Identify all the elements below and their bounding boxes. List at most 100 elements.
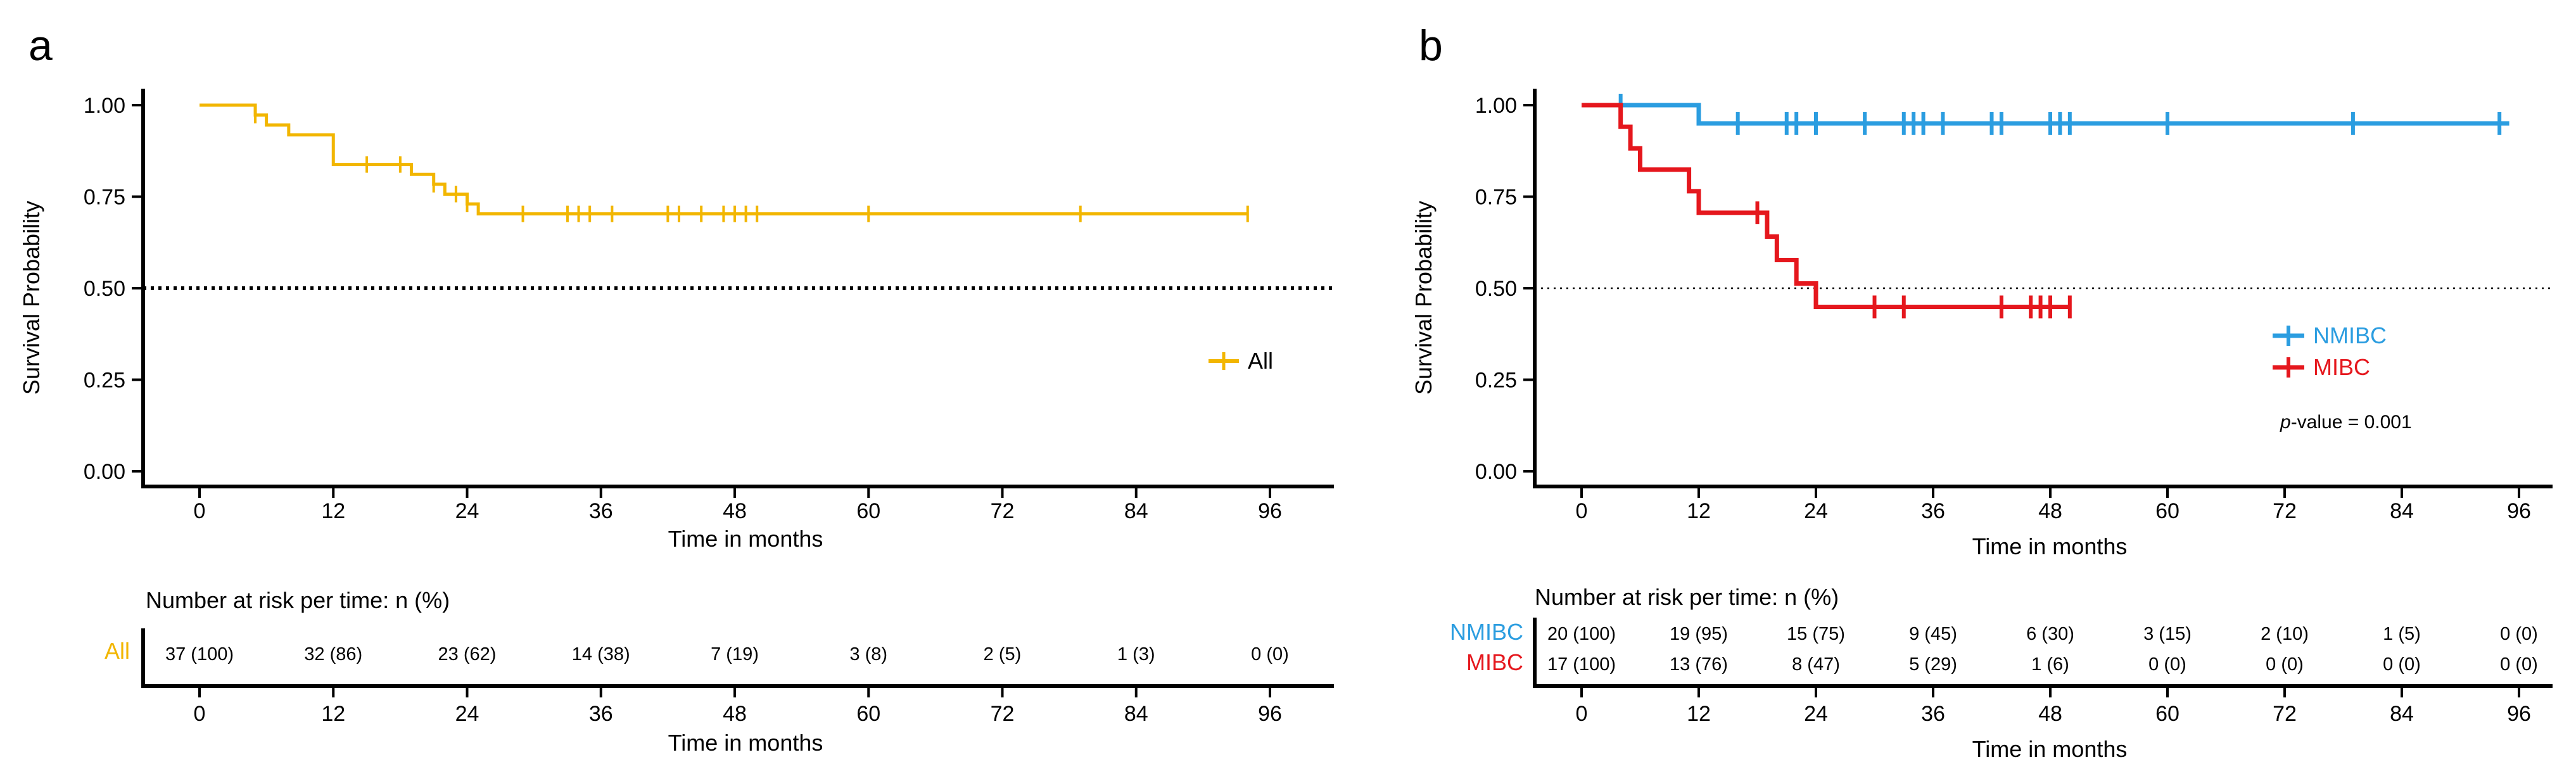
- risk-value-all: 1 (3): [1117, 644, 1155, 664]
- curves-b: [1582, 94, 2509, 319]
- risk-x-tick-label: 24: [455, 702, 479, 726]
- risk-value-nmibc: 20 (100): [1547, 624, 1616, 644]
- risk-x-tick-label: 84: [2390, 702, 2414, 726]
- risk-value-nmibc: 6 (30): [2026, 624, 2074, 644]
- y-axis-label-b: Survival Probability: [1411, 201, 1437, 395]
- risk-x-tick-label: 12: [1687, 702, 1711, 726]
- x-tick-label: 12: [1687, 499, 1711, 523]
- legend-label-nmibc: NMIBC: [2313, 322, 2387, 348]
- legend-a: All: [1209, 348, 1273, 374]
- y-tick-label: 0.75: [1475, 186, 1517, 210]
- y-tick-label: 0.50: [84, 277, 125, 301]
- x-tick-label: 84: [1124, 499, 1148, 523]
- risk-x-tick-label: 60: [2155, 702, 2179, 726]
- risk-x-tick-label: 36: [1921, 702, 1945, 726]
- risk-x-ticks-b: 0 12 24 36 48 60 72 84 96: [1576, 686, 2531, 726]
- y-tick-label: 1.00: [84, 94, 125, 118]
- x-tick-label: 72: [991, 499, 1015, 523]
- risk-value-mibc: 5 (29): [1909, 654, 1957, 675]
- p-value-italic: p: [2280, 412, 2291, 433]
- risk-value-mibc: 0 (0): [2148, 654, 2186, 675]
- x-tick-label: 12: [321, 499, 345, 523]
- x-tick-label: 96: [1258, 499, 1282, 523]
- x-axis-label-b: Time in months: [1972, 533, 2128, 559]
- risk-value-nmibc: 0 (0): [2500, 624, 2538, 644]
- x-tick-label: 60: [2155, 499, 2179, 523]
- survival-curve-mibc: [1582, 103, 2070, 309]
- risk-value-nmibc: 3 (15): [2143, 624, 2192, 644]
- x-tick-label: 96: [2507, 499, 2531, 523]
- y-tick-label: 0.00: [1475, 460, 1517, 484]
- risk-table-title-b: Number at risk per time: n (%): [1535, 584, 1839, 610]
- risk-value-all: 14 (38): [572, 644, 630, 664]
- risk-value-all: 3 (8): [849, 644, 887, 664]
- risk-table-b: Number at risk per time: n (%) NMIBC MIB…: [1450, 584, 2553, 762]
- legend-b: NMIBC MIBC: [2273, 322, 2387, 380]
- panel-letter-a: a: [29, 22, 53, 70]
- risk-x-tick-label: 72: [991, 702, 1015, 726]
- risk-value-mibc: 0 (0): [2500, 654, 2538, 675]
- y-ticks-b: 0.00 0.25 0.50 0.75 1.00: [1475, 94, 1535, 484]
- risk-value-all: 32 (86): [304, 644, 362, 664]
- risk-value-mibc: 1 (6): [2031, 654, 2069, 675]
- x-tick-label: 48: [2038, 499, 2062, 523]
- km-plot-a: Survival Probability Time in months 0.00…: [18, 89, 1334, 552]
- risk-x-tick-label: 72: [2273, 702, 2297, 726]
- risk-x-ticks-a: 0 12 24 36 48 60 72 84 96: [194, 686, 1282, 726]
- risk-x-tick-label: 12: [321, 702, 345, 726]
- curves-a: [200, 103, 1249, 222]
- risk-row-label-all: All: [105, 638, 130, 664]
- risk-x-tick-label: 60: [856, 702, 880, 726]
- x-tick-label: 0: [194, 499, 206, 523]
- risk-value-all: 23 (62): [438, 644, 497, 664]
- panel-letter-b: b: [1419, 22, 1443, 70]
- risk-x-tick-label: 0: [194, 702, 206, 726]
- risk-value-mibc: 13 (76): [1670, 654, 1728, 675]
- risk-row-label-nmibc: NMIBC: [1450, 619, 1523, 645]
- risk-value-nmibc: 19 (95): [1670, 624, 1728, 644]
- risk-value-nmibc: 2 (10): [2261, 624, 2309, 644]
- risk-x-tick-label: 48: [2038, 702, 2062, 726]
- panel-b: b Survival Probability Time in months 0.…: [1411, 22, 2553, 762]
- risk-value-mibc: 0 (0): [2266, 654, 2304, 675]
- y-tick-label: 0.00: [84, 460, 125, 484]
- risk-x-tick-label: 48: [723, 702, 747, 726]
- risk-value-mibc: 8 (47): [1792, 654, 1840, 675]
- risk-row-label-mibc: MIBC: [1466, 649, 1523, 675]
- risk-values-a: 37 (100) 32 (86) 23 (62) 14 (38) 7 (19) 3 (8)…: [165, 644, 1289, 664]
- y-tick-label: 0.75: [84, 186, 125, 210]
- x-tick-label: 84: [2390, 499, 2414, 523]
- risk-value-all: 0 (0): [1251, 644, 1289, 664]
- x-tick-label: 48: [723, 499, 747, 523]
- x-tick-label: 24: [455, 499, 479, 523]
- y-axis-label-a: Survival Probability: [18, 201, 44, 395]
- p-value-text: -value = 0.001: [2291, 412, 2412, 433]
- risk-x-axis-label-b: Time in months: [1972, 736, 2128, 762]
- x-tick-label: 24: [1804, 499, 1828, 523]
- y-ticks-a: 0.00 0.25 0.50 0.75 1.00: [84, 94, 143, 484]
- risk-value-mibc: 0 (0): [2383, 654, 2421, 675]
- x-ticks-a: 0 12 24 36 48 60 72 84 96: [194, 486, 1282, 523]
- legend-label-all: All: [1248, 348, 1273, 374]
- y-tick-label: 0.50: [1475, 277, 1517, 301]
- risk-value-all: 37 (100): [165, 644, 234, 664]
- risk-values-b: 20 (100) 19 (95) 15 (75) 9 (45) 6 (30) 3 (15)…: [1547, 624, 2538, 675]
- risk-x-tick-label: 0: [1576, 702, 1588, 726]
- risk-x-tick-label: 96: [2507, 702, 2531, 726]
- survival-curve-nmibc: [1582, 103, 2509, 126]
- km-plot-b: Survival Probability Time in months 0.00…: [1411, 89, 2553, 559]
- x-ticks-b: 0 12 24 36 48 60 72 84 96: [1576, 486, 2531, 523]
- y-tick-label: 0.25: [84, 369, 125, 393]
- legend-label-mibc: MIBC: [2313, 354, 2370, 380]
- risk-value-mibc: 17 (100): [1547, 654, 1616, 675]
- risk-value-all: 2 (5): [984, 644, 1022, 664]
- risk-table-title-a: Number at risk per time: n (%): [146, 587, 450, 613]
- x-tick-label: 60: [856, 499, 880, 523]
- risk-x-tick-label: 84: [1124, 702, 1148, 726]
- x-tick-label: 0: [1576, 499, 1588, 523]
- y-tick-label: 0.25: [1475, 369, 1517, 393]
- risk-x-axis-label-a: Time in months: [668, 730, 823, 756]
- risk-value-nmibc: 1 (5): [2383, 624, 2421, 644]
- p-value-annotation: p-value = 0.001: [2280, 412, 2412, 433]
